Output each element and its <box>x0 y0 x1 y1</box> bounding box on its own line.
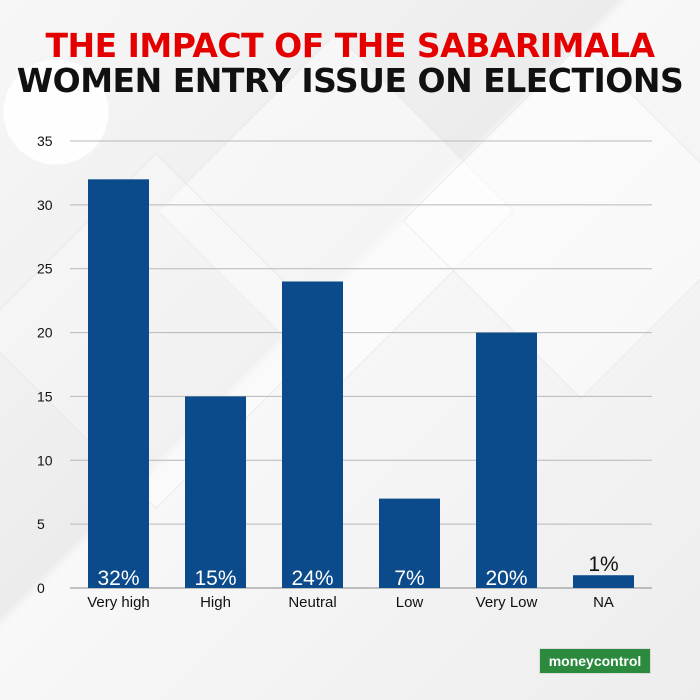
data-label: 24% <box>291 567 333 590</box>
y-tick-label: 5 <box>37 516 45 532</box>
bar <box>573 575 634 588</box>
x-tick-label: Very Low <box>476 594 538 611</box>
x-tick-label: NA <box>593 594 614 611</box>
bar <box>185 396 246 588</box>
chart-title: THE IMPACT OF THE SABARIMALA WOMEN ENTRY… <box>0 28 700 98</box>
data-label: 20% <box>485 567 527 590</box>
x-tick-label: Low <box>396 594 424 611</box>
title-line-2: WOMEN ENTRY ISSUE ON ELECTIONS <box>16 61 684 100</box>
y-tick-label: 0 <box>37 580 45 596</box>
y-tick-label: 35 <box>37 133 53 149</box>
y-tick-label: 20 <box>37 325 53 341</box>
x-tick-label: Very high <box>87 594 150 611</box>
title-line-1: THE IMPACT OF THE SABARIMALA <box>45 26 655 65</box>
bar <box>88 179 149 589</box>
data-label: 7% <box>394 567 424 590</box>
data-label: 1% <box>588 553 618 576</box>
bar <box>379 498 440 588</box>
x-tick-label: High <box>200 594 231 611</box>
y-tick-label: 10 <box>37 452 53 468</box>
data-label: 15% <box>194 567 236 590</box>
y-tick-label: 15 <box>37 388 53 404</box>
bar <box>282 281 343 588</box>
bar <box>476 332 537 588</box>
data-label: 32% <box>97 567 139 590</box>
y-tick-label: 25 <box>37 261 53 277</box>
y-tick-label: 30 <box>37 197 53 213</box>
moneycontrol-logo: moneycontrol <box>540 649 650 673</box>
x-tick-label: Neutral <box>288 594 336 611</box>
